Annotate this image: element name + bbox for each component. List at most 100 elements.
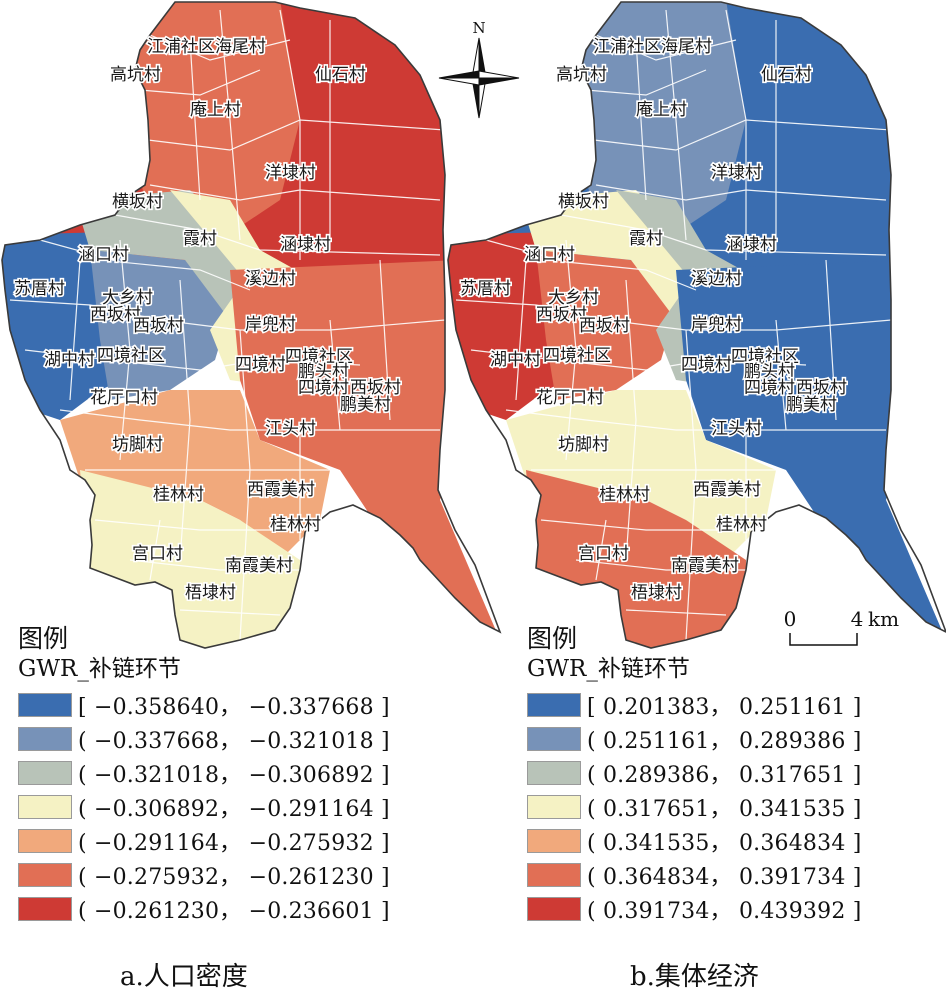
legend-row: ( −0.321018， −0.306892 ]	[18, 756, 390, 790]
caption-a: a.人口密度	[120, 962, 248, 992]
village-label: 四境村	[681, 355, 732, 375]
village-label: 江头村	[265, 419, 316, 439]
legend-row: ( 0.364834， 0.391734 ]	[527, 858, 862, 892]
legend-row: ( −0.337668， −0.321018 ]	[18, 722, 390, 756]
village-label: 湖中村	[44, 350, 95, 370]
region-east	[230, 260, 500, 640]
legend-row: ( 0.341535， 0.364834 ]	[527, 824, 862, 858]
legend-swatch	[18, 693, 72, 717]
village-label: 西霞美村	[693, 480, 761, 500]
north-label: N	[472, 19, 485, 37]
legend-range: ( 0.251161， 0.289386 ]	[587, 729, 862, 754]
village-label: 江浦社区	[593, 37, 661, 57]
village-label: 花厅口村	[90, 388, 158, 408]
village-label: 涵埭村	[280, 235, 331, 255]
village-label: 仙石村	[761, 65, 812, 85]
village-label: 四境社区	[285, 347, 353, 367]
village-label: 仙石村	[315, 65, 366, 85]
region-northeast	[726, 2, 906, 260]
legend-row: ( −0.261230， −0.236601 ]	[18, 892, 390, 926]
village-label: 四境村	[744, 378, 795, 398]
village-label: 花厅口村	[536, 388, 604, 408]
legend-range: ( −0.275932， −0.261230 ]	[78, 865, 390, 890]
village-label: 鹏头村	[298, 362, 349, 382]
legend-b: 图例 GWR_补链环节 [ 0.201383， 0.251161 ] ( 0.2…	[527, 624, 862, 926]
village-label: 四境村	[298, 378, 349, 398]
village-label: 大乡村	[102, 288, 153, 308]
village-label: 海尾村	[661, 37, 712, 57]
legend-rows: [ 0.201383， 0.251161 ] ( 0.251161， 0.289…	[527, 688, 862, 926]
village-label: 四境社区	[543, 346, 611, 366]
legend-swatch	[18, 829, 72, 853]
village-label: 庵上村	[636, 100, 687, 120]
legend-range: ( −0.306892， −0.291164 ]	[78, 797, 390, 822]
north-arrow: N	[438, 19, 520, 119]
village-label: 江头村	[711, 419, 762, 439]
legend-subtitle: GWR_补链环节	[18, 656, 181, 682]
village-label: 西坂村	[796, 378, 847, 398]
legend-range: ( 0.289386， 0.317651 ]	[587, 763, 862, 788]
village-label: 大乡村	[548, 288, 599, 308]
map-panel-a: 江浦社区 海尾村 高坑村 仙石村 庵上村 洋埭村 横坂村 霞村 涵口村 涵埭村 …	[1, 1, 501, 649]
legend-rows: [ −0.358640， −0.337668 ] ( −0.337668， −0…	[18, 688, 390, 926]
legend-swatch	[18, 761, 72, 785]
village-labels-a: 江浦社区 海尾村 高坑村 仙石村 庵上村 洋埭村 横坂村 霞村 涵口村 涵埭村 …	[12, 35, 402, 604]
village-label: 涵口村	[78, 245, 129, 265]
village-label: 四境社区	[97, 346, 165, 366]
caption-b: b.集体经济	[630, 962, 759, 992]
legend-subtitle: GWR_补链环节	[527, 656, 690, 682]
village-label: 溪边村	[245, 269, 296, 289]
village-label: 西坂村	[536, 305, 587, 325]
village-label: 西坂村	[133, 316, 184, 336]
village-label: 岸兜村	[245, 315, 296, 335]
region-central-west	[536, 250, 676, 400]
legend-swatch	[527, 829, 581, 853]
legend-range: ( 0.341535， 0.364834 ]	[587, 831, 862, 856]
village-label: 梧埭村	[631, 583, 682, 603]
legend-range: [ 0.201383， 0.251161 ]	[587, 695, 862, 720]
village-label: 溪边村	[691, 269, 742, 289]
legend-range: [ −0.358640， −0.337668 ]	[78, 695, 390, 720]
legend-row: ( 0.251161， 0.289386 ]	[527, 722, 862, 756]
village-label: 南霞美村	[671, 556, 739, 576]
legend-swatch	[527, 727, 581, 751]
legend-row: ( 0.317651， 0.341535 ]	[527, 790, 862, 824]
village-label: 高坑村	[110, 65, 161, 85]
region-northeast	[280, 2, 460, 260]
legend-swatch	[18, 897, 72, 921]
village-label: 梧埭村	[185, 583, 236, 603]
village-label: 横坂村	[558, 192, 609, 212]
legend-swatch	[527, 795, 581, 819]
legend-range: ( 0.317651， 0.341535 ]	[587, 797, 862, 822]
village-boundaries-a	[9, 9, 446, 641]
village-label: 苏厝村	[460, 279, 511, 299]
legend-row: ( 0.391734， 0.439392 ]	[527, 892, 862, 926]
region-northwest	[130, 2, 300, 240]
village-label: 四境社区	[731, 347, 799, 367]
village-label: 涵埭村	[726, 235, 777, 255]
legend-row: ( −0.291164， −0.275932 ]	[18, 824, 390, 858]
legend-swatch	[527, 693, 581, 717]
legend-swatch	[527, 761, 581, 785]
village-label: 桂林村	[153, 485, 204, 505]
legend-range: ( 0.391734， 0.439392 ]	[587, 899, 862, 924]
village-label: 高坑村	[556, 65, 607, 85]
village-label: 江浦社区	[147, 37, 215, 57]
village-labels-b: 江浦社区 海尾村 高坑村 仙石村 庵上村 洋埭村 横坂村 霞村 涵口村 涵埭村 …	[458, 35, 848, 604]
scale-bar: 0 4 km	[784, 607, 899, 646]
village-label: 桂林村	[270, 515, 321, 535]
village-label: 横坂村	[112, 192, 163, 212]
village-label: 西坂村	[579, 316, 630, 336]
scale-zero: 0	[784, 607, 797, 631]
legend-swatch	[527, 897, 581, 921]
village-label: 鹏美村	[786, 395, 837, 415]
legend-swatch	[18, 795, 72, 819]
village-label: 坊脚村	[558, 435, 609, 455]
village-label: 四境村	[235, 355, 286, 375]
region-east	[676, 260, 946, 640]
legend-row: [ 0.201383， 0.251161 ]	[527, 688, 862, 722]
legend-range: ( 0.364834， 0.391734 ]	[587, 865, 862, 890]
legend-row: ( −0.275932， −0.261230 ]	[18, 858, 390, 892]
village-label: 鹏美村	[340, 395, 391, 415]
